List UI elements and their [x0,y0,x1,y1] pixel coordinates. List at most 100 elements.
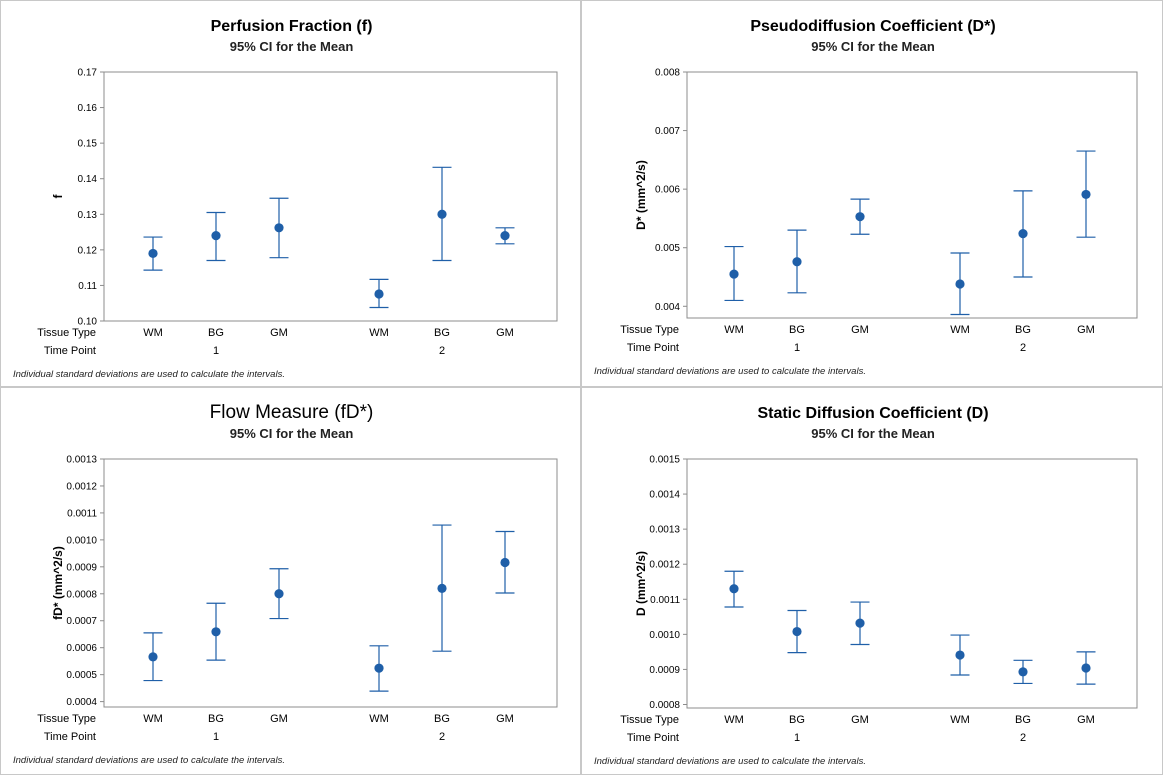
mean-point[interactable] [855,618,865,628]
chart-panel-2: Pseudodiffusion Coefficient (D*) 95% CI f… [581,0,1163,387]
plot-frame [686,458,1138,709]
time-point-label: 1 [794,342,800,354]
mean-point[interactable] [274,589,284,599]
y-tick-label: 0.11 [78,281,97,292]
interval-plot-svg: Flow Measure (fD*) 95% CI for the Mean 0.0… [13,402,558,766]
tissue-tick-label: BG [434,713,450,725]
mean-point[interactable] [792,626,802,637]
y-tick-label: 0.0004 [66,697,97,708]
mean-point[interactable] [274,223,284,233]
plot-frame [686,71,1138,319]
footnote: Individual standard deviations are used … [594,756,866,767]
mean-point[interactable] [729,584,739,594]
y-tick-label: 0.0006 [66,643,97,654]
y-tick-label: 0.008 [655,68,680,79]
mean-point[interactable] [792,257,802,267]
mean-point[interactable] [955,279,965,289]
tissue-tick-label: WM [950,324,970,336]
interval-plot-svg: Pseudodiffusion Coefficient (D*) 95% CI f… [594,18,1138,377]
chart-subtitle: 95% CI for the Mean [230,426,354,441]
y-tick-label: 0.0011 [650,595,680,606]
chart-subtitle: 95% CI for the Mean [230,39,354,54]
tissue-tick-label: GM [851,324,869,336]
time-point-label: 2 [1020,732,1026,744]
mean-point[interactable] [1081,189,1091,200]
tissue-tick-label: GM [1077,714,1095,726]
time-point-label: 1 [213,731,219,743]
mean-point[interactable] [211,231,221,241]
y-tick-label: 0.16 [78,103,98,114]
time-point-row-label: Time Point [627,732,679,744]
mean-point[interactable] [148,248,158,259]
chart-title: Perfusion Fraction (f) [211,18,373,35]
chart-panel-3: Flow Measure (fD*) 95% CI for the Mean 0.0… [0,387,581,775]
time-point-row-label: Time Point [627,342,679,354]
mean-point[interactable] [500,231,510,241]
y-tick-label: 0.10 [78,317,98,328]
tissue-tick-label: BG [789,324,805,336]
tissue-tick-label: WM [143,327,163,339]
y-tick-label: 0.12 [78,245,98,256]
y-tick-label: 0.0008 [649,700,680,711]
time-point-label: 2 [439,345,445,357]
y-tick-label: 0.0015 [649,455,680,466]
tissue-tick-label: BG [208,713,224,725]
tissue-tick-label: WM [950,714,970,726]
y-tick-label: 0.0012 [66,481,97,492]
y-tick-label: 0.0005 [66,670,97,681]
footnote: Individual standard deviations are used … [13,755,285,766]
y-axis-label: D* (mm^2/s) [634,160,648,230]
mean-point[interactable] [729,269,739,279]
y-tick-label: 0.0009 [66,562,97,573]
y-tick-label: 0.0008 [66,589,97,600]
mean-point[interactable] [1081,663,1091,673]
tissue-tick-label: BG [208,327,224,339]
y-tick-label: 0.0014 [649,490,680,501]
y-axis-label: f [51,194,65,199]
mean-point[interactable] [1018,229,1028,239]
y-tick-label: 0.0007 [66,616,97,627]
mean-point[interactable] [955,650,965,660]
mean-point[interactable] [374,289,384,299]
footnote: Individual standard deviations are used … [13,369,285,380]
mean-point[interactable] [500,557,510,568]
time-point-label: 2 [439,731,445,743]
tissue-tick-label: GM [270,327,288,339]
y-axis-label: fD* (mm^2/s) [51,546,65,620]
time-point-row-label: Time Point [44,731,96,743]
mean-point[interactable] [1018,667,1028,677]
mean-point[interactable] [148,652,158,662]
mean-point[interactable] [211,627,221,637]
chart-subtitle: 95% CI for the Mean [811,39,935,54]
time-point-label: 1 [213,345,219,357]
time-point-label: 1 [794,732,800,744]
y-tick-label: 0.14 [78,174,98,185]
y-tick-label: 0.15 [78,139,98,150]
y-tick-label: 0.005 [655,243,680,254]
mean-point[interactable] [437,583,447,593]
tissue-type-row-label: Tissue Type [37,327,96,339]
y-tick-label: 0.0010 [66,535,97,546]
chart-panel-1: Perfusion Fraction (f) 95% CI for the Mea… [0,0,581,387]
plot-frame [103,71,558,322]
mean-point[interactable] [374,663,384,673]
chart-subtitle: 95% CI for the Mean [811,426,935,441]
tissue-tick-label: GM [496,327,514,339]
tissue-tick-label: BG [434,327,450,339]
y-tick-label: 0.0013 [66,455,97,466]
mean-point[interactable] [437,209,447,219]
tissue-type-row-label: Tissue Type [620,324,679,336]
y-tick-label: 0.17 [78,68,98,79]
tissue-tick-label: WM [724,324,744,336]
tissue-tick-label: GM [270,713,288,725]
time-point-row-label: Time Point [44,345,96,357]
y-tick-label: 0.13 [78,210,98,221]
chart-panel-4: Static Diffusion Coefficient (D) 95% CI f… [581,387,1163,775]
time-point-label: 2 [1020,342,1026,354]
y-tick-label: 0.0009 [649,665,680,676]
y-tick-label: 0.0013 [649,525,680,536]
y-tick-label: 0.004 [655,302,680,313]
mean-point[interactable] [855,212,865,222]
plot-frame [103,458,558,708]
